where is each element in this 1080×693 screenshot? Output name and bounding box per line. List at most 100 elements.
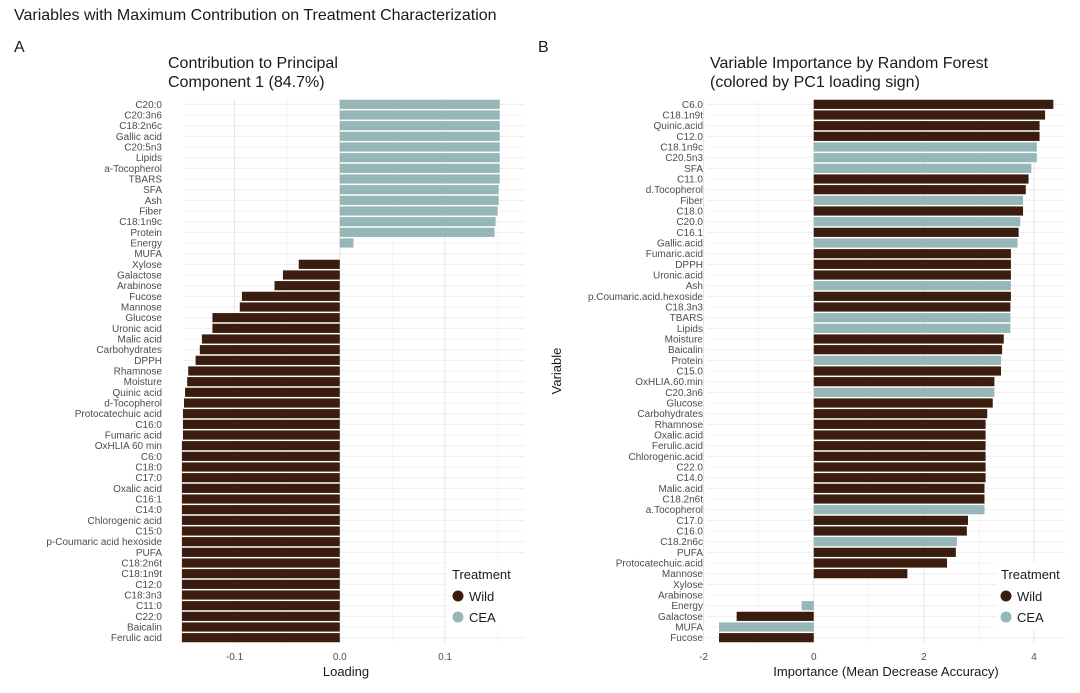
bar-c16-1 <box>181 494 340 504</box>
y-tick-label: TBARS <box>129 175 163 186</box>
panel-b-y-axis-title: Variable <box>549 348 564 395</box>
bar-fucose <box>241 291 340 301</box>
panel-b-bars <box>719 99 1054 643</box>
y-tick-label: DPPH <box>134 356 162 367</box>
panel-a-x-tick-labels: -0.1 0.0 0.1 <box>226 652 453 663</box>
bar-oxalic-acid <box>181 483 340 493</box>
y-tick-label: d.Tocopherol <box>646 185 703 196</box>
y-tick-label: C18.1n9c <box>660 143 703 154</box>
y-tick-label: C20.5n3 <box>665 153 703 164</box>
x-tick-label: 0.0 <box>333 652 347 663</box>
y-tick-label: C16:0 <box>135 420 162 431</box>
y-tick-label: DPPH <box>675 260 703 271</box>
bar-moisture <box>187 377 340 387</box>
bar-xylose <box>298 259 340 269</box>
y-tick-label: C20:3n6 <box>124 111 162 122</box>
y-tick-label: Galactose <box>658 612 703 623</box>
y-tick-label: Protocatechuic acid <box>75 409 162 420</box>
y-tick-label: Baicalin <box>668 345 703 356</box>
y-tick-label: Malic.acid <box>659 484 703 495</box>
bar-tbars <box>813 313 1011 323</box>
y-tick-label: a-Tocopherol <box>104 164 162 175</box>
bar-fumaric-acid <box>813 249 1011 259</box>
panel-a-legend-title: Treatment <box>452 567 511 582</box>
bar-oxalic-acid <box>813 430 986 440</box>
y-tick-label: C14:0 <box>135 505 162 516</box>
y-tick-label: TBARS <box>670 313 704 324</box>
bar-c20-3n6 <box>339 110 500 120</box>
bar-d-tocopherol <box>813 185 1026 195</box>
bar-c22-0 <box>181 611 340 621</box>
y-tick-label: Fiber <box>680 196 703 207</box>
y-tick-label: Uronic.acid <box>653 271 703 282</box>
bar-glucose <box>212 313 340 323</box>
y-tick-label: C18.0 <box>676 207 703 218</box>
panel-a-legend-key-cea <box>452 611 464 623</box>
y-tick-label: C20.0 <box>676 217 703 228</box>
panel-b-title-line1: Variable Importance by Random Forest <box>710 55 989 72</box>
bar-ferulic-acid <box>813 441 986 451</box>
y-tick-label: C17.0 <box>676 516 703 527</box>
bar-protocatechuic-acid <box>182 409 340 419</box>
y-tick-label: C20:5n3 <box>124 143 162 154</box>
bar-dpph <box>813 259 1011 269</box>
y-tick-label: Ash <box>686 281 703 292</box>
y-tick-label: Arabinose <box>117 281 162 292</box>
y-tick-label: Protocatechuic.acid <box>616 559 703 570</box>
bar-malic-acid <box>201 334 340 344</box>
bar-rhamnose <box>188 366 340 376</box>
bar-c15-0 <box>813 366 1002 376</box>
y-tick-label: Fumaric.acid <box>646 249 703 260</box>
y-tick-label: Fucose <box>129 292 162 303</box>
panel-b: B Variable Importance by Random Forest (… <box>538 39 1080 679</box>
bar-carbohydrates <box>199 345 340 355</box>
y-tick-label: Xylose <box>132 260 162 271</box>
bar-quinic-acid <box>813 121 1040 131</box>
y-tick-label: SFA <box>143 185 162 196</box>
y-tick-label: Ash <box>145 196 162 207</box>
bar-c20-5n3 <box>813 153 1037 163</box>
panel-a-legend: Treatment Wild CEA <box>446 562 524 630</box>
bar-gallic-acid <box>339 131 500 141</box>
bar-c18-1n9t <box>813 110 1046 120</box>
x-tick-label: -0.1 <box>226 652 244 663</box>
y-tick-label: C16.0 <box>676 527 703 538</box>
panel-b-tag: B <box>538 39 549 56</box>
bar-c18-0 <box>181 462 340 472</box>
bar-chlorogenic-acid <box>813 451 986 461</box>
bar-c12-0 <box>813 131 1040 141</box>
bar-c20-5n3 <box>339 142 500 152</box>
y-tick-label: C18:1n9c <box>119 217 162 228</box>
bar-a-tocopherol <box>813 505 985 515</box>
y-tick-label: C16:1 <box>135 495 162 506</box>
y-tick-label: Uronic acid <box>112 324 162 335</box>
bar-protein <box>813 355 1002 365</box>
x-tick-label: 2 <box>921 652 927 663</box>
y-tick-label: Malic acid <box>118 335 162 346</box>
y-tick-label: Glucose <box>666 399 703 410</box>
bar-c18-2n6t <box>181 558 340 568</box>
bar-fiber <box>813 195 1024 205</box>
bar-ferulic-acid <box>181 633 340 643</box>
y-tick-label: Energy <box>671 601 703 612</box>
bar-c11-0 <box>181 601 340 611</box>
y-tick-label: C22.0 <box>676 463 703 474</box>
bar-c18-3n3 <box>813 302 1011 312</box>
y-tick-label: p.Coumaric.acid.hexoside <box>588 292 703 303</box>
bar-baicalin <box>181 622 340 632</box>
bar-rhamnose <box>813 419 986 429</box>
panel-a-bars <box>181 99 500 643</box>
y-tick-label: C18:2n6t <box>121 559 162 570</box>
panel-b-y-tick-labels: C6.0C18.1n9tQuinic.acidC12.0C18.1n9cC20.… <box>588 100 704 644</box>
bar-protein <box>339 227 495 237</box>
bar-ash <box>813 281 1011 291</box>
panel-a-title-line1: Contribution to Principal <box>168 55 338 72</box>
bar-baicalin <box>813 345 1003 355</box>
figure-title: Variables with Maximum Contribution on T… <box>14 7 497 24</box>
bar-protocatechuic-acid <box>813 558 948 568</box>
y-tick-label: Ferulic acid <box>111 633 162 644</box>
y-tick-label: Chlorogenic acid <box>88 516 163 527</box>
y-tick-label: Oxalic.acid <box>654 431 703 442</box>
panel-b-legend-key-cea <box>1000 611 1012 623</box>
